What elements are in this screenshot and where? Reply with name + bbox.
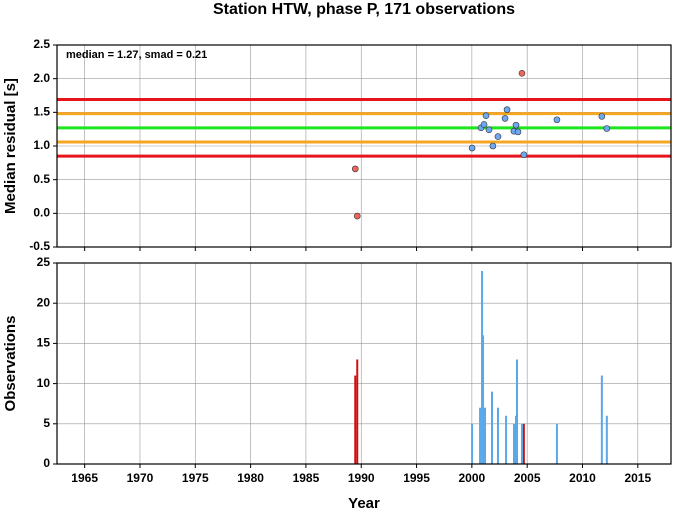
bar xyxy=(354,375,357,464)
y-tick-label: 0 xyxy=(43,456,50,470)
point xyxy=(520,151,528,159)
bar xyxy=(356,359,359,464)
point xyxy=(603,125,611,132)
x-tick-label: 1975 xyxy=(182,471,209,485)
point xyxy=(512,121,520,129)
bar xyxy=(522,423,525,464)
y-tick-label: 5 xyxy=(43,416,50,430)
y-tick-label: 0.0 xyxy=(33,206,50,220)
bar xyxy=(484,407,487,464)
y-tick-label: 20 xyxy=(37,295,51,309)
bar xyxy=(516,359,519,464)
y-tick-label: 10 xyxy=(37,376,51,390)
point xyxy=(351,165,359,173)
bar xyxy=(471,423,474,464)
y-tick-label: 2.0 xyxy=(33,71,50,85)
x-tick-label: 2010 xyxy=(569,471,596,485)
bar xyxy=(520,423,523,464)
point xyxy=(468,144,476,152)
x-tick-label: 2000 xyxy=(459,471,486,485)
point xyxy=(494,133,502,140)
point xyxy=(485,126,493,134)
bar xyxy=(496,407,499,464)
point xyxy=(598,113,606,120)
bar xyxy=(513,423,516,464)
x-tick-label: 1985 xyxy=(293,471,320,485)
point xyxy=(514,128,522,136)
x-tick-label: 1965 xyxy=(71,471,98,485)
bar xyxy=(482,335,485,464)
y-tick-label: 25 xyxy=(37,255,51,269)
plot-frame xyxy=(56,44,672,248)
y-tick-label: -0.5 xyxy=(29,239,50,253)
x-tick-label: 1995 xyxy=(403,471,430,485)
y-axis-label: Observations xyxy=(2,316,19,412)
y-tick-label: 15 xyxy=(37,336,51,350)
y-tick-label: 1.0 xyxy=(33,138,50,152)
x-tick-label: 1980 xyxy=(237,471,264,485)
y-axis-label: Median residual [s] xyxy=(2,78,19,214)
point xyxy=(353,212,361,220)
point xyxy=(482,112,490,119)
y-tick-label: 0.5 xyxy=(33,172,50,186)
point xyxy=(518,69,526,77)
bar xyxy=(605,415,608,464)
x-axis-label: Year xyxy=(348,495,380,511)
x-tick-label: 2005 xyxy=(514,471,541,485)
y-tick-label: 1.5 xyxy=(33,105,50,119)
bar xyxy=(555,423,558,464)
bar xyxy=(479,407,482,464)
x-tick-label: 2015 xyxy=(624,471,651,485)
chart-title: Station HTW, phase P, 171 observations xyxy=(213,1,515,18)
point xyxy=(489,142,497,150)
annotation: median = 1.27, smad = 0.21 xyxy=(66,49,207,61)
x-tick-label: 1970 xyxy=(127,471,154,485)
bar xyxy=(490,391,493,464)
x-tick-label: 1990 xyxy=(348,471,375,485)
bar xyxy=(600,375,603,464)
point xyxy=(503,106,511,113)
bar xyxy=(505,415,508,464)
y-tick-label: 2.5 xyxy=(33,37,50,51)
point xyxy=(501,115,509,122)
point xyxy=(553,116,561,124)
plot-frame xyxy=(56,262,672,465)
point xyxy=(480,121,488,128)
